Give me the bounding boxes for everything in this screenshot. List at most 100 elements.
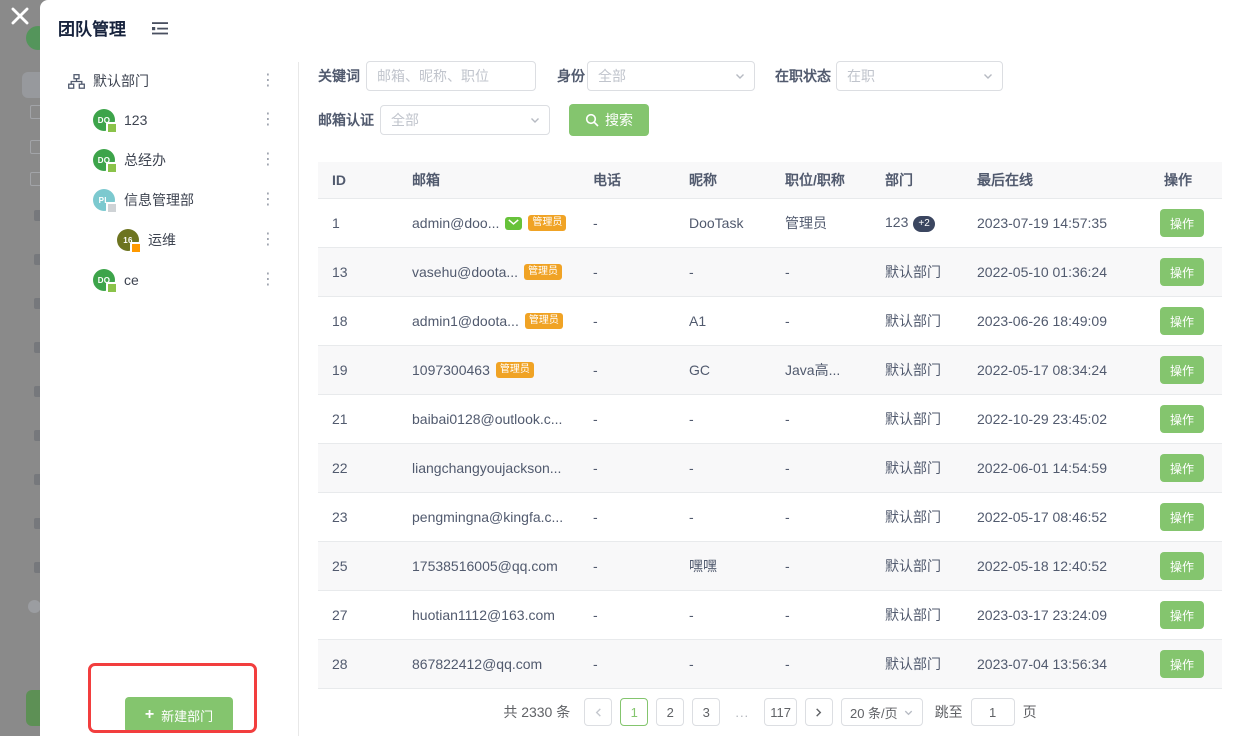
row-action-button[interactable]: 操作	[1160, 356, 1204, 384]
cell-last-online: 2023-07-04 13:56:34	[977, 656, 1107, 672]
cell-position: -	[785, 264, 790, 280]
sidebar-item-department[interactable]: DO 总经办 ⋮	[40, 140, 298, 180]
cell-id: 23	[332, 509, 348, 525]
email-text: liangchangyoujackson...	[412, 460, 562, 476]
keyword-input[interactable]	[367, 68, 535, 84]
background-icon	[28, 600, 41, 613]
sidebar-item-department[interactable]: DO ce ⋮	[40, 260, 298, 300]
email-verify-select[interactable]: 全部	[380, 105, 550, 135]
collapse-menu-icon[interactable]	[152, 20, 168, 36]
header-department: 部门	[885, 162, 977, 199]
page-number-button[interactable]: 2	[656, 698, 685, 726]
employment-status-select[interactable]: 在职	[836, 61, 1003, 91]
row-action-button[interactable]: 操作	[1160, 405, 1204, 433]
table-row: 28 867822412@qq.com - - - 默认部门 2023-07-0…	[318, 639, 1222, 689]
sitemap-icon	[68, 73, 85, 89]
department-label: ce	[124, 272, 139, 288]
email-text: baibai0128@outlook.c...	[412, 411, 563, 427]
search-button[interactable]: 搜索	[569, 104, 649, 136]
background-list-item	[34, 254, 41, 265]
cell-email: pengmingna@kingfa.c...	[412, 509, 593, 525]
email-text: 867822412@qq.com	[412, 656, 543, 672]
cell-phone: -	[593, 607, 598, 623]
cell-email: baibai0128@outlook.c...	[412, 411, 593, 427]
status-badge	[106, 162, 118, 174]
cell-nickname: -	[689, 509, 694, 525]
avatar-initials: PL	[98, 195, 110, 205]
cell-nickname: A1	[689, 313, 707, 329]
table-row: 13 vasehu@doota... 管理员 - - - 默认部门 2022-0…	[318, 247, 1222, 297]
table-row: 27 huotian1112@163.com - - - 默认部门 2023-0…	[318, 591, 1222, 640]
members-table: ID 邮箱 电话 昵称 职位/职称 部门 最后在线 操作 1 admin@doo…	[318, 162, 1222, 689]
more-menu-icon[interactable]: ⋮	[260, 191, 276, 208]
sidebar-item-root-department[interactable]: 默认部门 ⋮	[40, 66, 298, 96]
cell-department: 默认部门	[885, 460, 941, 476]
cell-department: 默认部门	[885, 558, 941, 574]
cell-last-online: 2022-05-18 12:40:52	[977, 558, 1107, 574]
page-number-button[interactable]: 117	[764, 698, 797, 726]
team-management-modal: 团队管理 默认部门 ⋮ DO 123 ⋮ DO 总经办 ⋮	[40, 0, 1242, 736]
department-label: 运维	[148, 232, 176, 248]
email-text: pengmingna@kingfa.c...	[412, 509, 564, 525]
cell-department: 123 +2	[885, 199, 977, 248]
cell-id: 13	[332, 264, 348, 280]
row-action-button[interactable]: 操作	[1160, 552, 1204, 580]
row-action-button[interactable]: 操作	[1160, 503, 1204, 531]
cell-last-online: 2022-06-01 14:54:59	[977, 460, 1107, 476]
cell-nickname: GC	[689, 362, 710, 378]
cell-nickname: -	[689, 656, 694, 672]
row-action-button[interactable]: 操作	[1160, 650, 1204, 678]
page-title: 团队管理	[58, 20, 126, 39]
cell-phone: -	[593, 362, 598, 378]
more-menu-icon[interactable]: ⋮	[260, 231, 276, 248]
cell-phone: -	[593, 215, 598, 231]
more-menu-icon[interactable]: ⋮	[260, 271, 276, 288]
table-row: 18 admin1@doota... 管理员 - A1 - 默认部门 2023-…	[318, 297, 1222, 346]
more-menu-icon[interactable]: ⋮	[260, 72, 276, 89]
row-action-button[interactable]: 操作	[1160, 258, 1204, 286]
prev-page-button[interactable]	[584, 698, 613, 726]
cell-nickname: -	[689, 460, 694, 476]
department-label: 总经办	[124, 152, 166, 168]
cell-id: 21	[332, 411, 348, 427]
page-number-button[interactable]: ...	[728, 698, 757, 726]
identity-select[interactable]: 全部	[587, 61, 755, 91]
identity-label: 身份	[557, 68, 585, 84]
more-menu-icon[interactable]: ⋮	[260, 151, 276, 168]
cell-position: Java高...	[785, 362, 841, 378]
row-action-button[interactable]: 操作	[1160, 209, 1204, 237]
sidebar-item-department[interactable]: 16 运维 ⋮	[40, 220, 298, 260]
background-list-item	[34, 210, 41, 221]
row-action-button[interactable]: 操作	[1160, 454, 1204, 482]
chevron-down-icon	[529, 114, 541, 126]
cell-nickname: 嘿嘿	[689, 558, 717, 574]
page-size-select[interactable]: 20 条/页	[840, 698, 923, 726]
status-badge	[106, 282, 118, 294]
row-action-button[interactable]: 操作	[1160, 601, 1204, 629]
more-menu-icon[interactable]: ⋮	[260, 111, 276, 128]
sidebar-item-department[interactable]: DO 123 ⋮	[40, 100, 298, 140]
new-department-button[interactable]: + 新建部门	[125, 697, 233, 733]
email-text: huotian1112@163.com	[412, 607, 555, 623]
table-row: 21 baibai0128@outlook.c... - - - 默认部门 20…	[318, 395, 1222, 444]
header-email: 邮箱	[412, 162, 593, 199]
row-action-button[interactable]: 操作	[1160, 307, 1204, 335]
next-page-button[interactable]	[804, 698, 833, 726]
page-number-button[interactable]: 3	[692, 698, 721, 726]
header-phone: 电话	[593, 162, 689, 199]
table-row: 1 admin@doo... 管理员 - DooTask 管理员 123 +2 2…	[318, 199, 1222, 248]
page-number-button[interactable]: 1	[620, 698, 649, 726]
jump-to-page-input[interactable]	[970, 698, 1015, 726]
close-icon[interactable]	[10, 6, 32, 28]
cell-id: 19	[332, 362, 348, 378]
admin-role-badge: 管理员	[524, 313, 563, 329]
cell-department: 默认部门	[885, 656, 941, 672]
sidebar-item-department[interactable]: PL 信息管理部 ⋮	[40, 180, 298, 220]
header-id: ID	[318, 162, 412, 199]
department-avatar: DO	[93, 109, 118, 134]
header-action: 操作	[1149, 162, 1222, 199]
department-avatar: DO	[93, 149, 118, 174]
page-buttons: 1 2 3 ... 117	[620, 698, 797, 726]
header-nickname: 昵称	[689, 162, 785, 199]
header-last-online: 最后在线	[977, 162, 1149, 199]
